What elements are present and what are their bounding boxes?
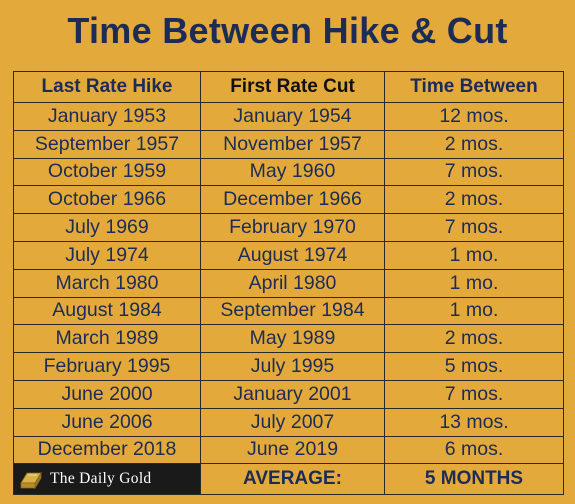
cell-first-rate-cut: December 1966 [200, 185, 385, 215]
cell-last-rate-hike: March 1980 [13, 268, 201, 298]
cell-last-rate-hike: March 1989 [13, 324, 201, 354]
cell-time-between: 13 mos. [384, 407, 564, 437]
page-title: Time Between Hike & Cut [67, 10, 508, 51]
cell-first-rate-cut: November 1957 [200, 129, 385, 159]
average-value: 5 MONTHS [384, 463, 564, 496]
cell-time-between: 7 mos. [384, 379, 564, 409]
column-header-last-rate-hike: Last Rate Hike [13, 71, 201, 103]
cell-last-rate-hike: June 2000 [13, 379, 201, 409]
cell-time-between: 7 mos. [384, 213, 564, 242]
table-row: September 1957 November 1957 2 mos. [13, 129, 564, 159]
average-label: AVERAGE: [200, 463, 385, 496]
table-row: July 1969 February 1970 7 mos. [13, 213, 564, 242]
cell-first-rate-cut: July 1995 [200, 352, 385, 381]
cell-last-rate-hike: July 1974 [13, 240, 201, 270]
table-row: October 1959 May 1960 7 mos. [13, 157, 564, 187]
column-header-time-between: Time Between [384, 71, 564, 103]
table-row: January 1953 January 1954 12 mos. [13, 102, 564, 131]
cell-last-rate-hike: September 1957 [13, 129, 201, 159]
cell-first-rate-cut: September 1984 [200, 296, 385, 326]
cell-first-rate-cut: May 1960 [200, 157, 385, 187]
rate-table: Last Rate Hike First Rate Cut Time Betwe… [13, 71, 564, 496]
cell-time-between: 1 mo. [384, 240, 564, 270]
cell-time-between: 7 mos. [384, 157, 564, 187]
table-header-row: Last Rate Hike First Rate Cut Time Betwe… [13, 71, 564, 103]
cell-time-between: 1 mo. [384, 268, 564, 298]
average-row: The Daily Gold AVERAGE: 5 MONTHS [13, 463, 564, 496]
table-row: February 1995 July 1995 5 mos. [13, 352, 564, 381]
cell-time-between: 6 mos. [384, 435, 564, 465]
cell-first-rate-cut: February 1970 [200, 213, 385, 242]
cell-time-between: 2 mos. [384, 185, 564, 215]
cell-last-rate-hike: February 1995 [13, 352, 201, 381]
table-body: January 1953 January 1954 12 mos. September… [13, 102, 564, 465]
logo: The Daily Gold [13, 463, 201, 496]
cell-last-rate-hike: August 1984 [13, 296, 201, 326]
cell-time-between: 2 mos. [384, 129, 564, 159]
cell-last-rate-hike: June 2006 [13, 407, 201, 437]
cell-first-rate-cut: June 2019 [200, 435, 385, 465]
table-row: December 2018 June 2019 6 mos. [13, 435, 564, 465]
cell-time-between: 12 mos. [384, 102, 564, 131]
cell-first-rate-cut: January 2001 [200, 379, 385, 409]
column-header-first-rate-cut: First Rate Cut [200, 71, 385, 103]
cell-last-rate-hike: October 1959 [13, 157, 201, 187]
table-row: July 1974 August 1974 1 mo. [13, 240, 564, 270]
table-row: June 2000 January 2001 7 mos. [13, 379, 564, 409]
table-row: August 1984 September 1984 1 mo. [13, 296, 564, 326]
table-row: October 1966 December 1966 2 mos. [13, 185, 564, 215]
cell-last-rate-hike: December 2018 [13, 435, 201, 465]
cell-first-rate-cut: May 1989 [200, 324, 385, 354]
table-row: March 1980 April 1980 1 mo. [13, 268, 564, 298]
logo-text: The Daily Gold [50, 470, 152, 488]
gold-bar-icon [20, 471, 42, 490]
cell-time-between: 5 mos. [384, 352, 564, 381]
cell-time-between: 2 mos. [384, 324, 564, 354]
cell-first-rate-cut: April 1980 [200, 268, 385, 298]
table-row: March 1989 May 1989 2 mos. [13, 324, 564, 354]
cell-last-rate-hike: July 1969 [13, 213, 201, 242]
table-row: June 2006 July 2007 13 mos. [13, 407, 564, 437]
cell-first-rate-cut: July 2007 [200, 407, 385, 437]
cell-first-rate-cut: January 1954 [200, 102, 385, 131]
cell-last-rate-hike: October 1966 [13, 185, 201, 215]
cell-first-rate-cut: August 1974 [200, 240, 385, 270]
cell-last-rate-hike: January 1953 [13, 102, 201, 131]
cell-time-between: 1 mo. [384, 296, 564, 326]
